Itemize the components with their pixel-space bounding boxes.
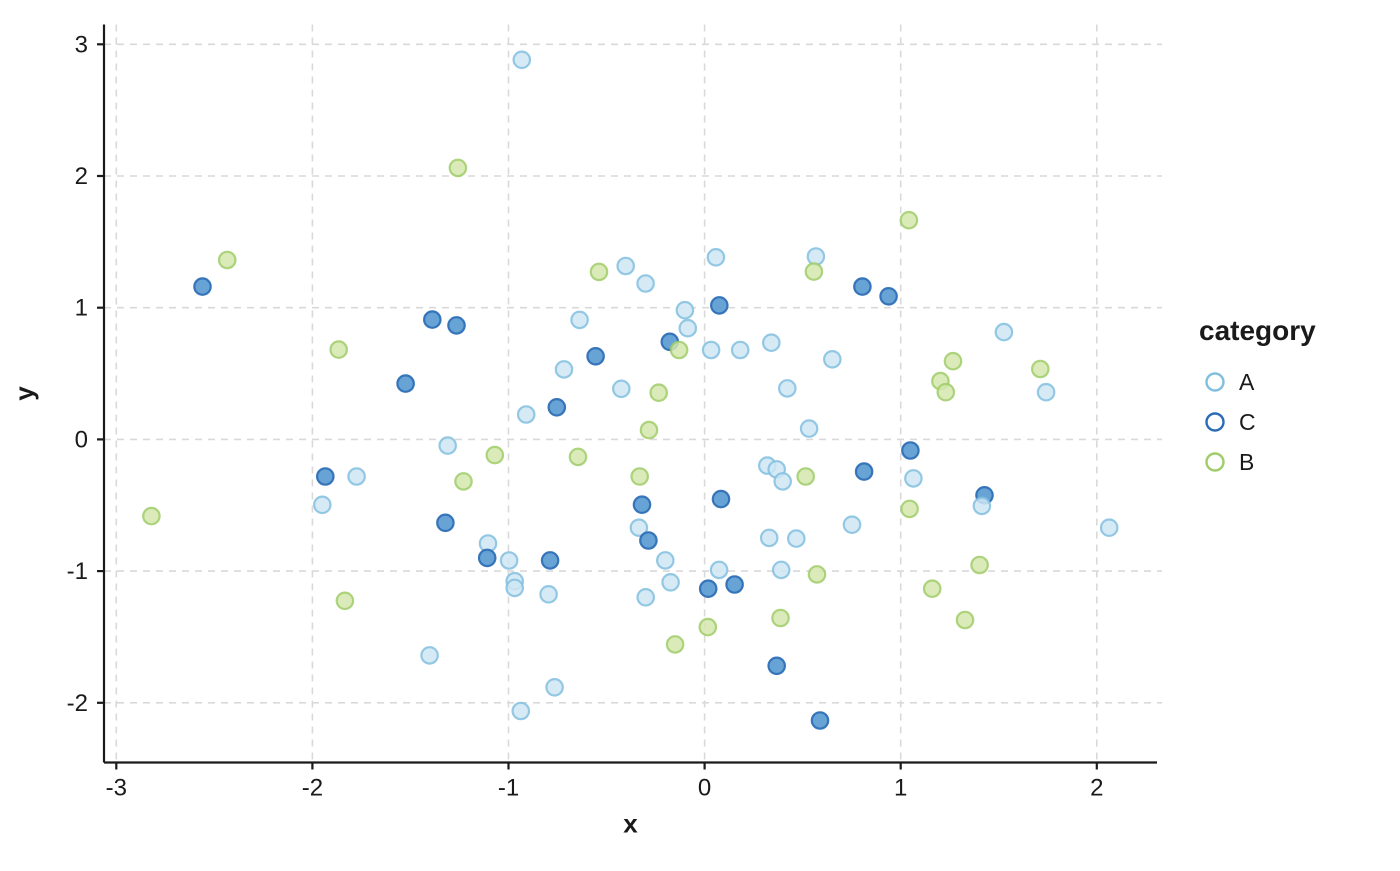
svg-text:-2: -2	[67, 690, 88, 717]
svg-text:-1: -1	[67, 558, 88, 585]
svg-text:-1: -1	[498, 775, 519, 802]
svg-text:2: 2	[1090, 775, 1103, 802]
svg-text:2: 2	[75, 163, 88, 190]
svg-text:-2: -2	[302, 775, 323, 802]
svg-text:3: 3	[75, 31, 88, 58]
svg-text:category: category	[1199, 315, 1316, 346]
svg-text:0: 0	[698, 775, 711, 802]
svg-text:x: x	[623, 809, 638, 839]
svg-text:1: 1	[75, 295, 88, 322]
svg-text:1: 1	[894, 775, 907, 802]
svg-text:B: B	[1239, 449, 1254, 475]
svg-text:-3: -3	[106, 775, 127, 802]
svg-text:0: 0	[75, 426, 88, 453]
svg-text:C: C	[1239, 409, 1256, 435]
svg-text:A: A	[1239, 369, 1255, 395]
svg-text:y: y	[9, 386, 39, 401]
